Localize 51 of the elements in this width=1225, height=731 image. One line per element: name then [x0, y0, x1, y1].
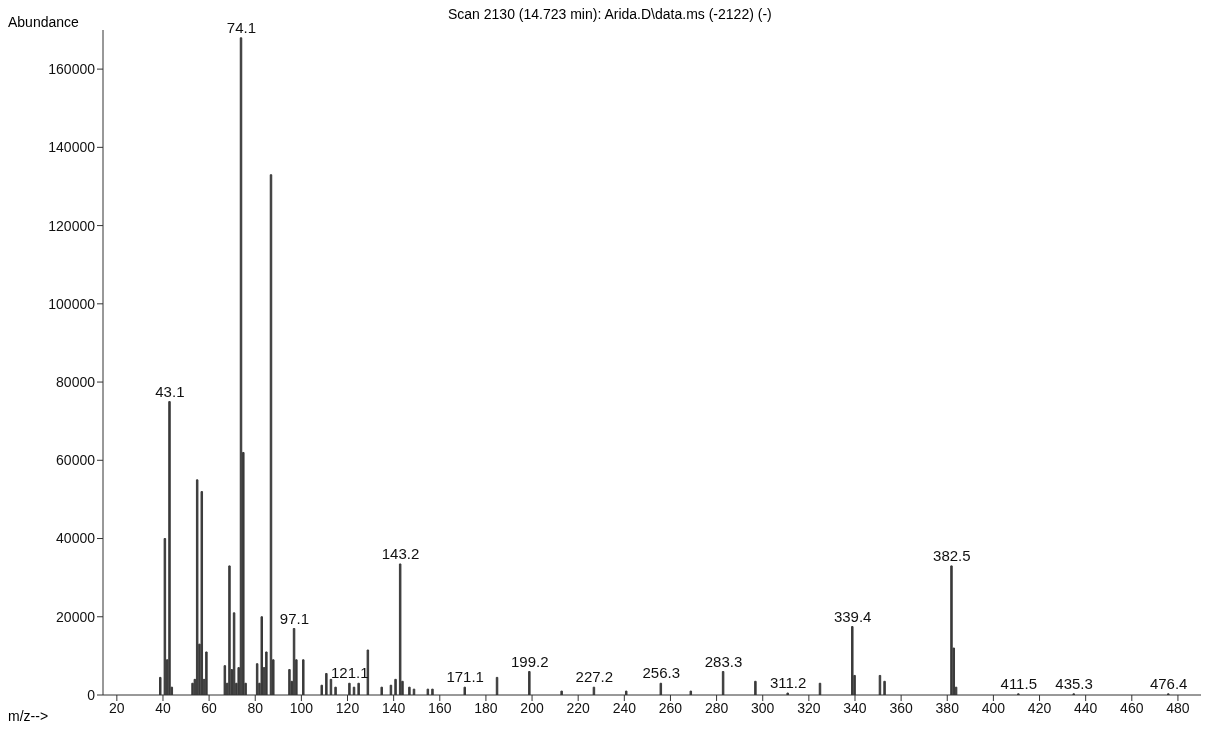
x-tick-label: 340: [843, 699, 867, 716]
y-tick-label: 40000: [56, 530, 96, 547]
y-tick-label: 140000: [48, 139, 96, 156]
x-tick-label: 220: [566, 699, 591, 716]
annotation: 476.4: [1149, 674, 1188, 692]
x-tick-label: 280: [704, 699, 729, 716]
annotation: 43.1: [155, 382, 185, 400]
x-tick-label: 140: [381, 699, 406, 716]
x-tick-label: 200: [520, 699, 544, 716]
x-tick-label: 80: [247, 699, 264, 716]
chart-title: Scan 2130 (14.723 min): Arida.D\data.ms (-2122) (-): [448, 6, 772, 22]
annotation: 256.3: [642, 664, 680, 682]
x-tick-label: 440: [1073, 699, 1098, 716]
annotation: 339.4: [833, 607, 872, 625]
y-tick-label: 60000: [56, 452, 96, 469]
y-tick-label: 160000: [48, 61, 96, 78]
annotation: 143.2: [381, 544, 420, 562]
annotation: 411.5: [1000, 674, 1037, 692]
y-tick-label: 20000: [56, 608, 96, 625]
x-tick-label: 260: [658, 699, 683, 716]
annotation: 97.1: [279, 609, 310, 627]
x-tick-label: 240: [612, 699, 637, 716]
annotation: 171.1: [446, 668, 484, 686]
x-tick-label: 360: [889, 699, 914, 716]
annotation: 382.5: [933, 546, 971, 564]
annotation: 199.2: [510, 652, 549, 670]
x-tick-label: 400: [981, 699, 1006, 716]
x-tick-label: 40: [155, 699, 171, 716]
x-tick-label: 100: [289, 699, 314, 716]
annotation: 74.1: [226, 18, 256, 36]
annotation: 311.2: [769, 674, 807, 692]
x-tick-label: 380: [935, 699, 960, 716]
y-tick-label: 100000: [48, 295, 96, 312]
x-tick-label: 300: [751, 699, 775, 716]
x-tick-label: 20: [109, 699, 125, 716]
x-tick-label: 320: [797, 699, 821, 716]
x-tick-label: 460: [1120, 699, 1144, 716]
x-tick-label: 420: [1027, 699, 1052, 716]
x-tick-label: 60: [201, 699, 218, 716]
y-axis-title: Abundance: [8, 14, 79, 30]
x-tick-label: 480: [1166, 699, 1190, 716]
x-tick-label: 160: [428, 699, 452, 716]
annotation: 227.2: [575, 668, 614, 686]
y-tick-label: 120000: [48, 217, 96, 234]
annotation: 435.3: [1055, 674, 1093, 692]
y-tick-label: 0: [87, 686, 96, 703]
x-axis-title: m/z-->: [8, 708, 49, 724]
y-tick-label: 80000: [56, 374, 96, 391]
annotation: 283.3: [704, 652, 743, 670]
x-tick-label: 180: [474, 699, 498, 716]
x-tick-label: 120: [335, 699, 360, 716]
